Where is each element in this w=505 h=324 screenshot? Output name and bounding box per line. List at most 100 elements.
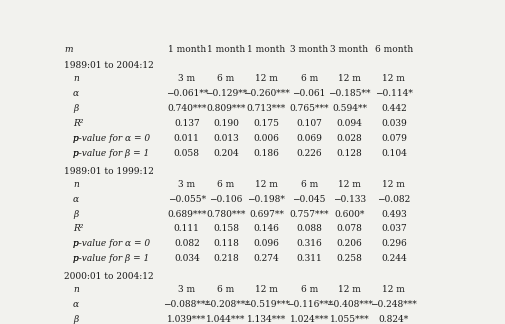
Text: 1 month: 1 month — [247, 45, 285, 54]
Text: −0.208***: −0.208*** — [202, 300, 249, 309]
Text: α: α — [73, 89, 79, 98]
Text: p: p — [73, 239, 79, 249]
Text: 12 m: 12 m — [382, 285, 405, 295]
Text: 0.226: 0.226 — [296, 149, 321, 158]
Text: 0.186: 0.186 — [253, 149, 279, 158]
Text: m: m — [64, 45, 72, 54]
Text: 0.442: 0.442 — [380, 104, 406, 113]
Text: β: β — [73, 104, 78, 113]
Text: 0.096: 0.096 — [253, 239, 279, 249]
Text: n: n — [73, 285, 79, 295]
Text: p: p — [73, 134, 79, 143]
Text: p-value for β = 1: p-value for β = 1 — [73, 149, 149, 158]
Text: 0.118: 0.118 — [213, 239, 238, 249]
Text: 6 m: 6 m — [300, 285, 317, 295]
Text: 0.780***: 0.780*** — [206, 210, 245, 218]
Text: 0.006: 0.006 — [253, 134, 279, 143]
Text: 0.311: 0.311 — [295, 254, 321, 263]
Text: 12 m: 12 m — [255, 179, 277, 189]
Text: p-value for β = 1: p-value for β = 1 — [73, 254, 149, 263]
Text: 0.824*: 0.824* — [378, 315, 408, 324]
Text: 0.190: 0.190 — [213, 119, 238, 128]
Text: 1.134***: 1.134*** — [246, 315, 285, 324]
Text: 6 m: 6 m — [217, 74, 234, 83]
Text: 0.082: 0.082 — [174, 239, 199, 249]
Text: α: α — [73, 194, 79, 203]
Text: −0.260***: −0.260*** — [242, 89, 289, 98]
Text: 1.039***: 1.039*** — [167, 315, 206, 324]
Text: 12 m: 12 m — [255, 285, 277, 295]
Text: 0.713***: 0.713*** — [246, 104, 285, 113]
Text: 0.316: 0.316 — [295, 239, 321, 249]
Text: 0.600*: 0.600* — [334, 210, 364, 218]
Text: 0.107: 0.107 — [295, 119, 321, 128]
Text: β: β — [73, 315, 78, 324]
Text: 0.740***: 0.740*** — [167, 104, 206, 113]
Text: −0.519***: −0.519*** — [242, 300, 289, 309]
Text: 3 m: 3 m — [178, 179, 195, 189]
Text: 0.204: 0.204 — [213, 149, 238, 158]
Text: 0.034: 0.034 — [174, 254, 199, 263]
Text: 0.146: 0.146 — [253, 225, 279, 234]
Text: 1 month: 1 month — [207, 45, 244, 54]
Text: p-value for α = 0: p-value for α = 0 — [73, 239, 150, 249]
Text: 0.493: 0.493 — [380, 210, 406, 218]
Text: 1 month: 1 month — [167, 45, 206, 54]
Text: −0.198*: −0.198* — [247, 194, 285, 203]
Text: 0.128: 0.128 — [336, 149, 362, 158]
Text: −0.045: −0.045 — [292, 194, 325, 203]
Text: 0.594**: 0.594** — [331, 104, 366, 113]
Text: 0.069: 0.069 — [295, 134, 321, 143]
Text: 0.296: 0.296 — [380, 239, 406, 249]
Text: 6 month: 6 month — [374, 45, 412, 54]
Text: 12 m: 12 m — [255, 74, 277, 83]
Text: 6 m: 6 m — [300, 179, 317, 189]
Text: 0.809***: 0.809*** — [206, 104, 245, 113]
Text: 0.757***: 0.757*** — [289, 210, 328, 218]
Text: −0.061: −0.061 — [292, 89, 325, 98]
Text: 0.011: 0.011 — [174, 134, 199, 143]
Text: R²: R² — [73, 119, 83, 128]
Text: 6 m: 6 m — [217, 285, 234, 295]
Text: 0.274: 0.274 — [253, 254, 279, 263]
Text: β: β — [73, 210, 78, 218]
Text: −0.082: −0.082 — [376, 194, 410, 203]
Text: −0.248***: −0.248*** — [370, 300, 417, 309]
Text: 0.039: 0.039 — [380, 119, 406, 128]
Text: −0.055*: −0.055* — [167, 194, 206, 203]
Text: p: p — [73, 254, 79, 263]
Text: p-value for α = 0: p-value for α = 0 — [73, 134, 150, 143]
Text: 0.088: 0.088 — [295, 225, 321, 234]
Text: 0.037: 0.037 — [380, 225, 406, 234]
Text: −0.408***: −0.408*** — [325, 300, 372, 309]
Text: 12 m: 12 m — [337, 179, 360, 189]
Text: −0.116***: −0.116*** — [285, 300, 332, 309]
Text: 0.028: 0.028 — [336, 134, 362, 143]
Text: 0.078: 0.078 — [336, 225, 362, 234]
Text: 6 m: 6 m — [300, 74, 317, 83]
Text: 0.697**: 0.697** — [248, 210, 283, 218]
Text: n: n — [73, 74, 79, 83]
Text: 0.058: 0.058 — [173, 149, 199, 158]
Text: 0.765***: 0.765*** — [289, 104, 328, 113]
Text: −0.061**: −0.061** — [165, 89, 208, 98]
Text: −0.129**: −0.129** — [205, 89, 246, 98]
Text: 0.104: 0.104 — [380, 149, 406, 158]
Text: 12 m: 12 m — [337, 74, 360, 83]
Text: 12 m: 12 m — [382, 179, 405, 189]
Text: −0.088***: −0.088*** — [163, 300, 210, 309]
Text: −0.185**: −0.185** — [328, 89, 370, 98]
Text: 0.175: 0.175 — [253, 119, 279, 128]
Text: 0.158: 0.158 — [213, 225, 238, 234]
Text: 1989:01 to 2004:12: 1989:01 to 2004:12 — [64, 61, 154, 70]
Text: 0.079: 0.079 — [380, 134, 406, 143]
Text: 0.111: 0.111 — [174, 225, 199, 234]
Text: 0.244: 0.244 — [380, 254, 406, 263]
Text: 0.206: 0.206 — [336, 239, 362, 249]
Text: 3 month: 3 month — [330, 45, 368, 54]
Text: 6 m: 6 m — [217, 179, 234, 189]
Text: 12 m: 12 m — [337, 285, 360, 295]
Text: p: p — [73, 149, 79, 158]
Text: 2000:01 to 2004:12: 2000:01 to 2004:12 — [64, 272, 154, 281]
Text: 1.044***: 1.044*** — [206, 315, 245, 324]
